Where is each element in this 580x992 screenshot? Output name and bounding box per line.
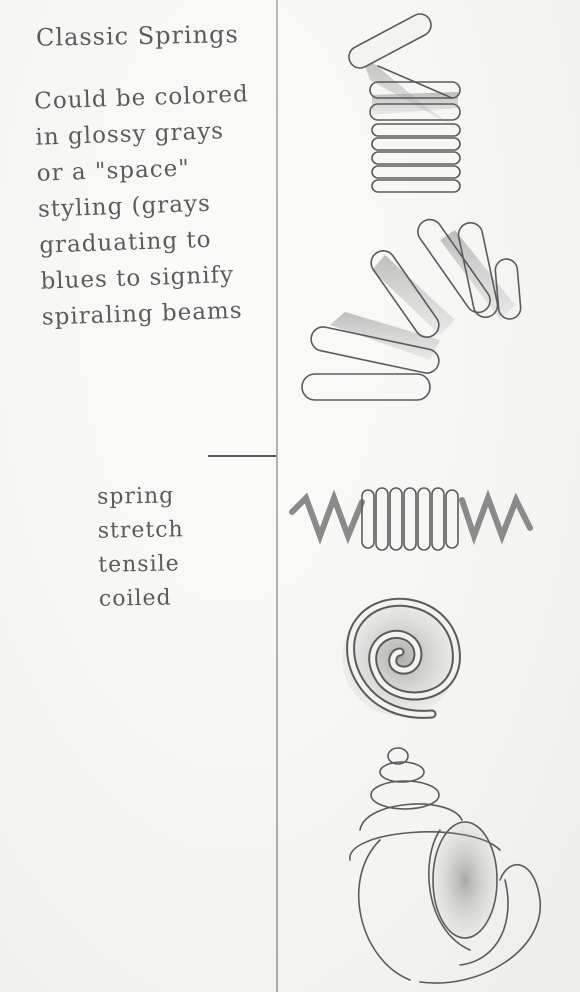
- coil-spring-compressed-sketch: [348, 13, 461, 193]
- coil-spring-leaning-sketch: [301, 218, 522, 401]
- coil-spring-horizontal-sketch: [289, 487, 533, 551]
- page-fold-line: [276, 0, 278, 992]
- conical-shell-spring-sketch: [349, 747, 541, 984]
- flat-spiral-sketch: [342, 597, 461, 719]
- section-divider: [208, 455, 276, 457]
